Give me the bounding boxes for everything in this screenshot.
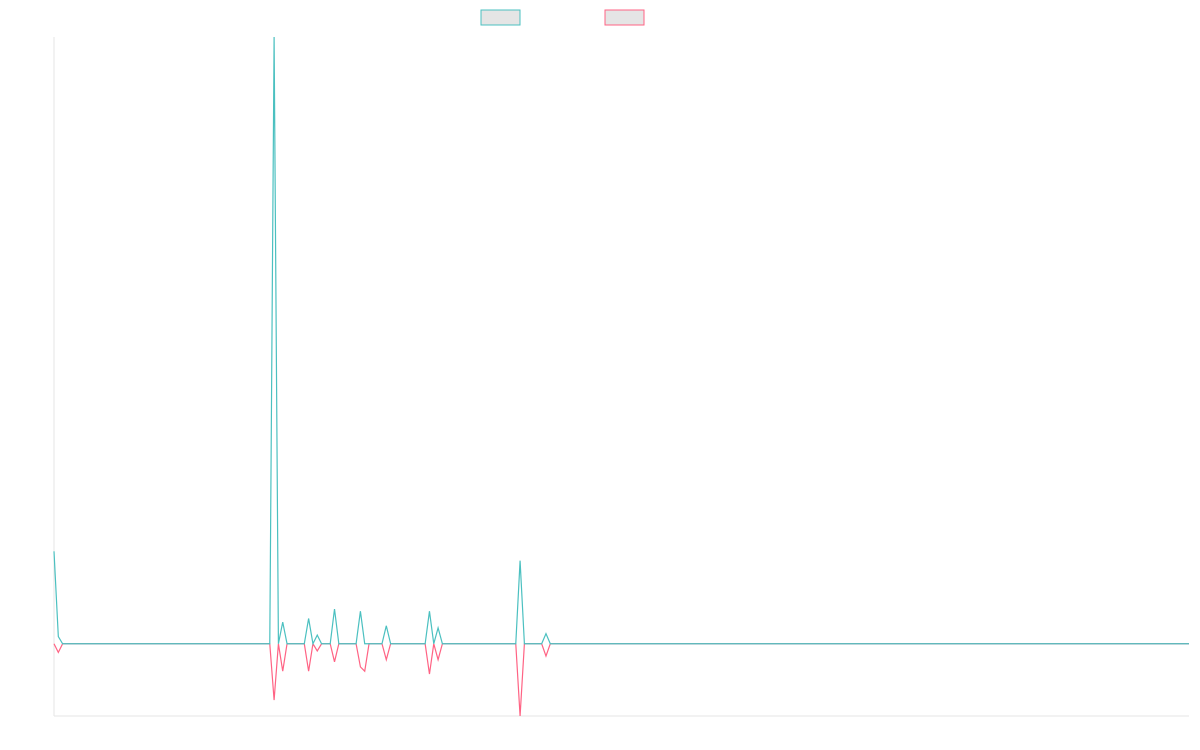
series-line-2	[53, 642, 1189, 717]
legend-swatch-1[interactable]	[480, 9, 521, 26]
legend-swatch-2[interactable]	[604, 9, 645, 26]
legend	[480, 9, 645, 26]
series-line-1	[53, 36, 1189, 646]
chart-axes	[53, 37, 1189, 717]
chart-series	[53, 36, 1189, 717]
